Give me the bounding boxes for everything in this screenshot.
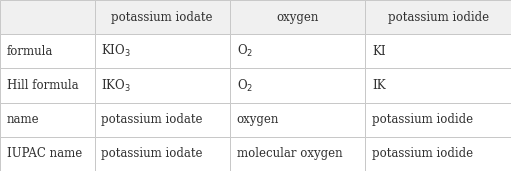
Text: potassium iodide: potassium iodide xyxy=(372,147,473,160)
Text: formula: formula xyxy=(7,45,53,58)
Bar xyxy=(230,68,365,103)
Text: oxygen: oxygen xyxy=(237,113,279,126)
Bar xyxy=(95,0,230,34)
Text: O$_2$: O$_2$ xyxy=(237,43,253,59)
Bar xyxy=(365,68,511,103)
Bar xyxy=(230,0,365,34)
Bar xyxy=(0,68,95,103)
Bar xyxy=(365,0,511,34)
Bar xyxy=(95,103,230,137)
Bar xyxy=(0,137,95,171)
Bar xyxy=(365,103,511,137)
Text: IUPAC name: IUPAC name xyxy=(7,147,82,160)
Text: IKO$_3$: IKO$_3$ xyxy=(101,77,131,94)
Bar xyxy=(230,34,365,68)
Text: potassium iodide: potassium iodide xyxy=(372,113,473,126)
Bar xyxy=(95,137,230,171)
Text: Hill formula: Hill formula xyxy=(7,79,78,92)
Bar xyxy=(230,103,365,137)
Text: O$_2$: O$_2$ xyxy=(237,77,253,94)
Bar xyxy=(365,34,511,68)
Text: molecular oxygen: molecular oxygen xyxy=(237,147,342,160)
Text: KI: KI xyxy=(372,45,386,58)
Text: name: name xyxy=(7,113,39,126)
Bar xyxy=(95,34,230,68)
Bar xyxy=(230,137,365,171)
Text: IK: IK xyxy=(372,79,386,92)
Text: oxygen: oxygen xyxy=(276,11,319,24)
Bar xyxy=(365,137,511,171)
Text: potassium iodide: potassium iodide xyxy=(388,11,489,24)
Text: KIO$_3$: KIO$_3$ xyxy=(101,43,131,59)
Bar xyxy=(0,34,95,68)
Bar xyxy=(0,103,95,137)
Bar xyxy=(95,68,230,103)
Text: potassium iodate: potassium iodate xyxy=(101,147,203,160)
Text: potassium iodate: potassium iodate xyxy=(111,11,213,24)
Bar xyxy=(0,0,95,34)
Text: potassium iodate: potassium iodate xyxy=(101,113,203,126)
